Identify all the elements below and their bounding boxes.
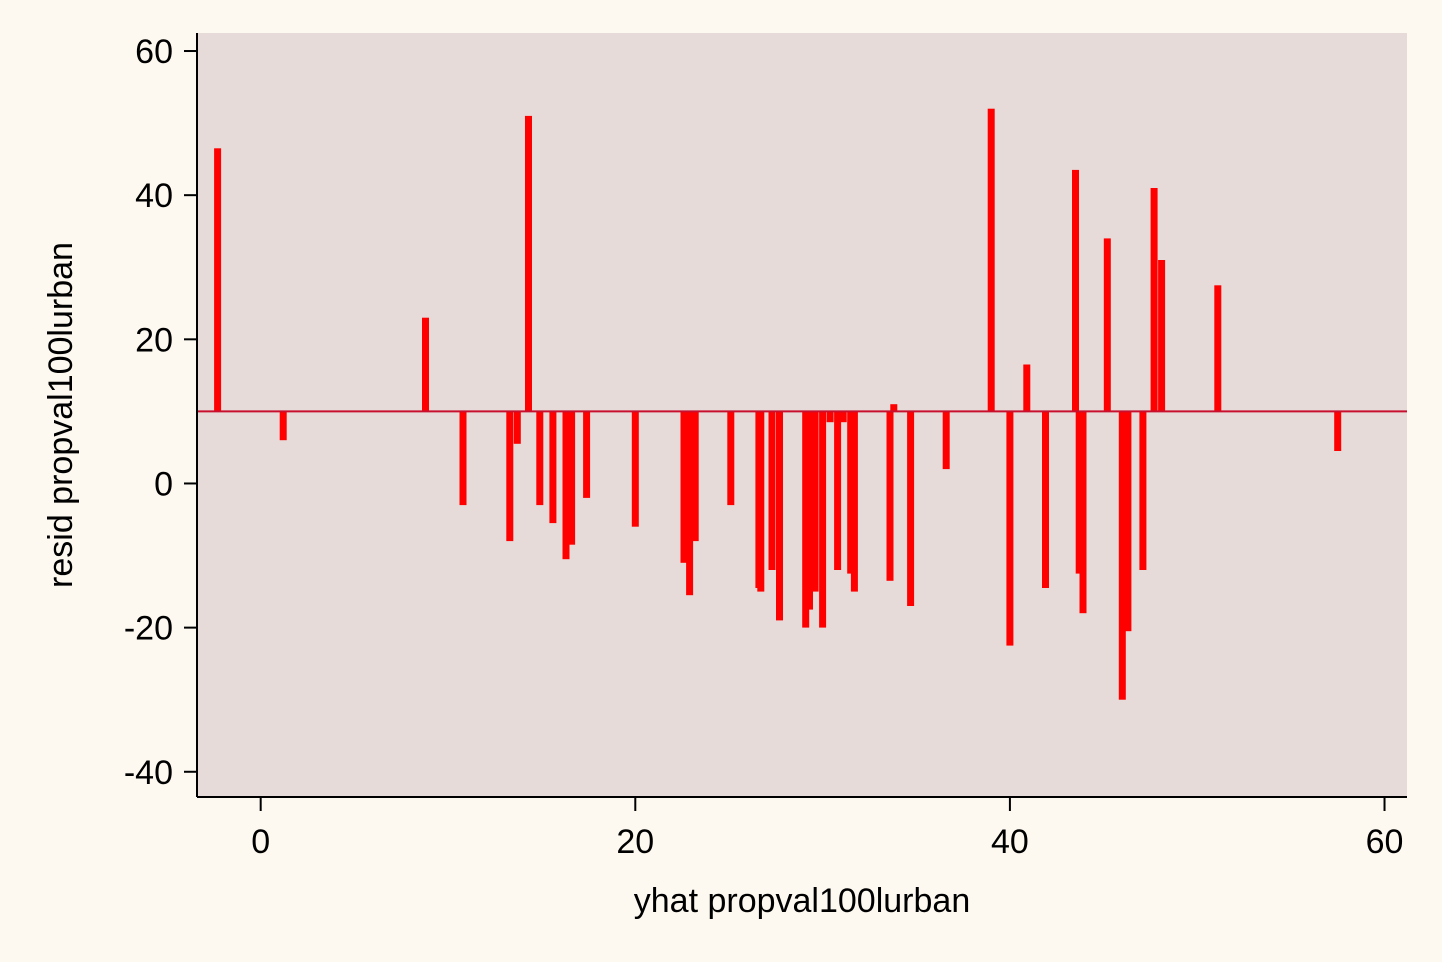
- spike-bar: [886, 411, 894, 581]
- spike-bar: [459, 411, 467, 506]
- y-tick-label: 40: [135, 177, 173, 215]
- spike-bar: [1139, 411, 1147, 570]
- spike-bar: [1150, 188, 1158, 412]
- spike-bar: [506, 411, 514, 542]
- spike-bar: [583, 411, 591, 498]
- spike-bar: [1006, 411, 1014, 646]
- spike-bar: [1214, 285, 1222, 412]
- spike-bar: [839, 411, 847, 423]
- spike-bar: [806, 411, 813, 610]
- spike-bar: [826, 411, 834, 423]
- spike-bar: [631, 411, 639, 527]
- x-tick-label: 20: [616, 823, 654, 861]
- spike-bar: [1075, 411, 1083, 574]
- spike-bar: [536, 411, 544, 506]
- spike-bar: [1072, 169, 1079, 412]
- spike-bar: [279, 411, 287, 441]
- spike-bar: [834, 411, 842, 570]
- spike-bar: [525, 115, 532, 412]
- spike-bar: [1023, 364, 1031, 412]
- spike-bar: [850, 411, 858, 592]
- spike-bar: [1118, 411, 1126, 700]
- y-tick-label: 20: [135, 321, 173, 359]
- spike-bar: [1158, 260, 1166, 412]
- plot-area: [197, 33, 1407, 797]
- spike-bar: [819, 411, 827, 628]
- spike-bar: [1103, 238, 1111, 412]
- x-axis-title: yhat propval100lurban: [634, 882, 970, 920]
- spike-series: [214, 108, 1342, 700]
- spike-bar: [691, 411, 699, 542]
- spike-bar: [562, 411, 570, 560]
- spike-bar: [987, 108, 995, 412]
- spike-bar: [890, 404, 898, 412]
- x-tick-label: 60: [1366, 823, 1404, 861]
- spike-bar: [686, 411, 694, 596]
- spike-bar: [1042, 411, 1049, 588]
- spike-bar: [942, 411, 950, 470]
- spike-bar: [757, 411, 765, 592]
- spike-bar: [214, 148, 222, 412]
- spike-bar: [513, 411, 521, 444]
- spike-bar: [1334, 411, 1342, 451]
- x-tick-label: 0: [251, 823, 270, 861]
- spike-bar: [422, 317, 429, 412]
- spike-bar: [568, 411, 576, 545]
- y-tick-label: 60: [135, 33, 173, 71]
- y-axis-ticks: -40 -20 0 20 40 60: [124, 33, 197, 792]
- y-tick-label: 0: [154, 465, 173, 503]
- spike-bar: [680, 411, 688, 563]
- y-tick-label: -40: [124, 754, 173, 792]
- spike-bar: [811, 411, 819, 592]
- spike-bar: [1124, 411, 1132, 632]
- y-axis-title: resid propval100lurban: [42, 242, 80, 588]
- spike-bar: [802, 411, 810, 628]
- spike-bar: [847, 411, 855, 574]
- spike-bar: [549, 411, 557, 524]
- x-axis-ticks: 0 20 40 60: [251, 797, 1403, 861]
- spike-bar: [768, 411, 776, 570]
- spike-bar: [727, 411, 735, 506]
- spike-bar: [1079, 411, 1087, 614]
- spike-bar: [907, 411, 915, 606]
- y-tick-label: -20: [124, 610, 173, 648]
- spike-bar: [776, 411, 783, 621]
- x-tick-label: 40: [991, 823, 1029, 861]
